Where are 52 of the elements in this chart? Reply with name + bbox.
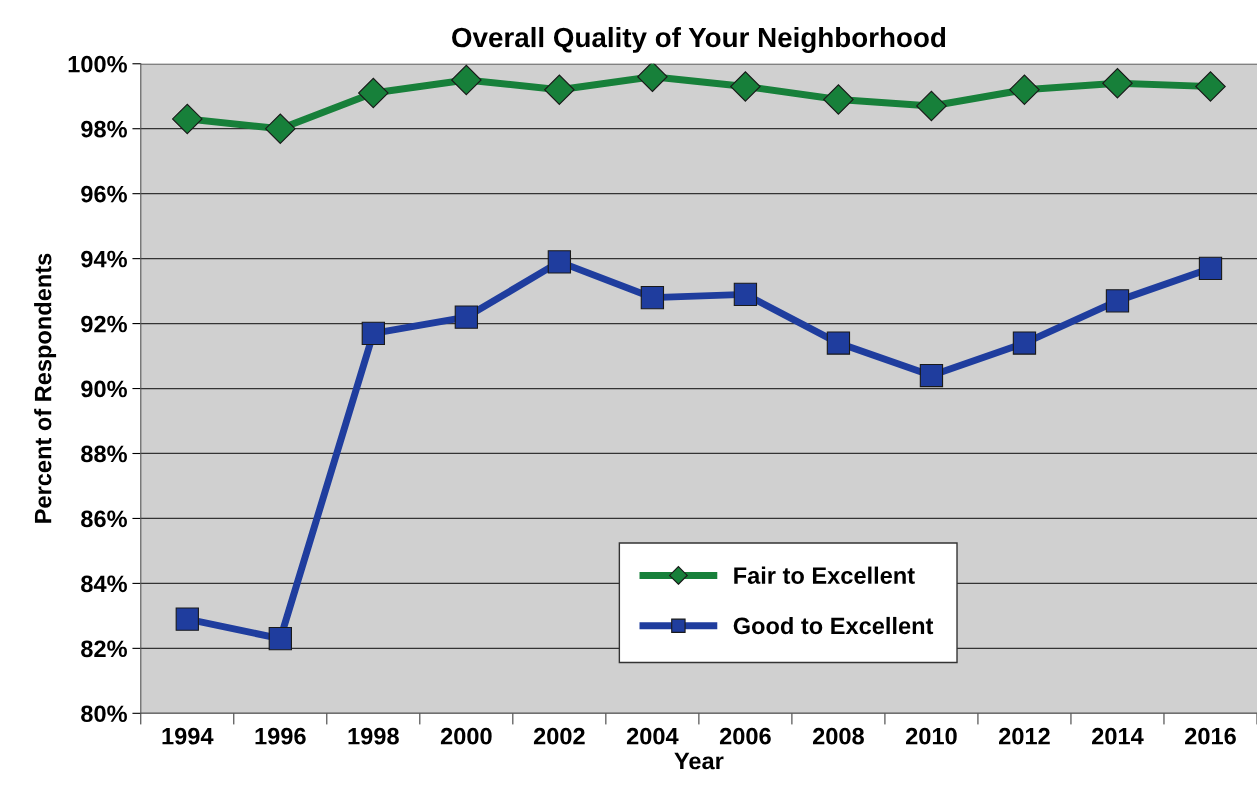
point bbox=[358, 77, 389, 109]
point bbox=[547, 250, 572, 274]
point bbox=[1195, 71, 1226, 102]
point bbox=[733, 282, 758, 307]
x-tick-label: 1996 bbox=[255, 727, 306, 745]
point bbox=[1198, 256, 1223, 281]
point bbox=[640, 285, 665, 310]
y-tick-label: 96% bbox=[81, 185, 127, 203]
point bbox=[361, 321, 385, 345]
y-tick-label: 84% bbox=[81, 575, 127, 593]
y-tick-label: 100% bbox=[68, 55, 127, 73]
x-axis-title: Year bbox=[674, 752, 724, 770]
y-tick-label: 94% bbox=[81, 250, 127, 268]
x-tick-label: 2004 bbox=[626, 727, 679, 745]
y-tick-label: 92% bbox=[81, 315, 127, 333]
y-tick-label: 82% bbox=[81, 640, 127, 658]
x-tick-label: 2016 bbox=[1185, 727, 1236, 745]
y-tick-label: 86% bbox=[81, 510, 127, 528]
x-tick-label: 2012 bbox=[999, 727, 1050, 745]
point bbox=[1009, 74, 1040, 106]
point bbox=[454, 305, 479, 329]
y-tick-label: 88% bbox=[81, 445, 127, 463]
point bbox=[826, 331, 851, 355]
point bbox=[451, 64, 482, 96]
point bbox=[730, 71, 761, 102]
legend-label: Fair to Excellent bbox=[734, 566, 915, 584]
point bbox=[1105, 289, 1130, 313]
point bbox=[916, 90, 947, 122]
x-tick-label: 2000 bbox=[440, 727, 492, 745]
point bbox=[1102, 67, 1133, 99]
x-tick-label: 2006 bbox=[719, 727, 771, 745]
point bbox=[637, 63, 668, 93]
y-tick-label: 98% bbox=[81, 120, 127, 138]
y-axis-title: Percent of Respondents bbox=[34, 253, 57, 523]
x-tick-label: 2008 bbox=[812, 727, 864, 745]
point bbox=[172, 103, 203, 135]
x-tick-label: 1998 bbox=[348, 727, 399, 745]
point bbox=[544, 74, 575, 106]
x-tick-label: 2002 bbox=[533, 727, 585, 745]
x-tick-label: 1994 bbox=[162, 727, 214, 745]
point bbox=[1012, 331, 1037, 355]
legend-label: Good to Excellent bbox=[733, 616, 934, 635]
point bbox=[919, 363, 944, 388]
x-tick-label: 2014 bbox=[1092, 727, 1144, 745]
chart-title: Overall Quality of Your Neighborhood bbox=[452, 26, 946, 53]
point bbox=[823, 84, 854, 115]
point bbox=[265, 113, 296, 145]
y-tick-label: 90% bbox=[81, 380, 127, 398]
x-tick-label: 2010 bbox=[906, 727, 957, 745]
y-tick-label: 80% bbox=[81, 705, 127, 723]
point bbox=[175, 607, 199, 631]
point bbox=[268, 626, 292, 651]
